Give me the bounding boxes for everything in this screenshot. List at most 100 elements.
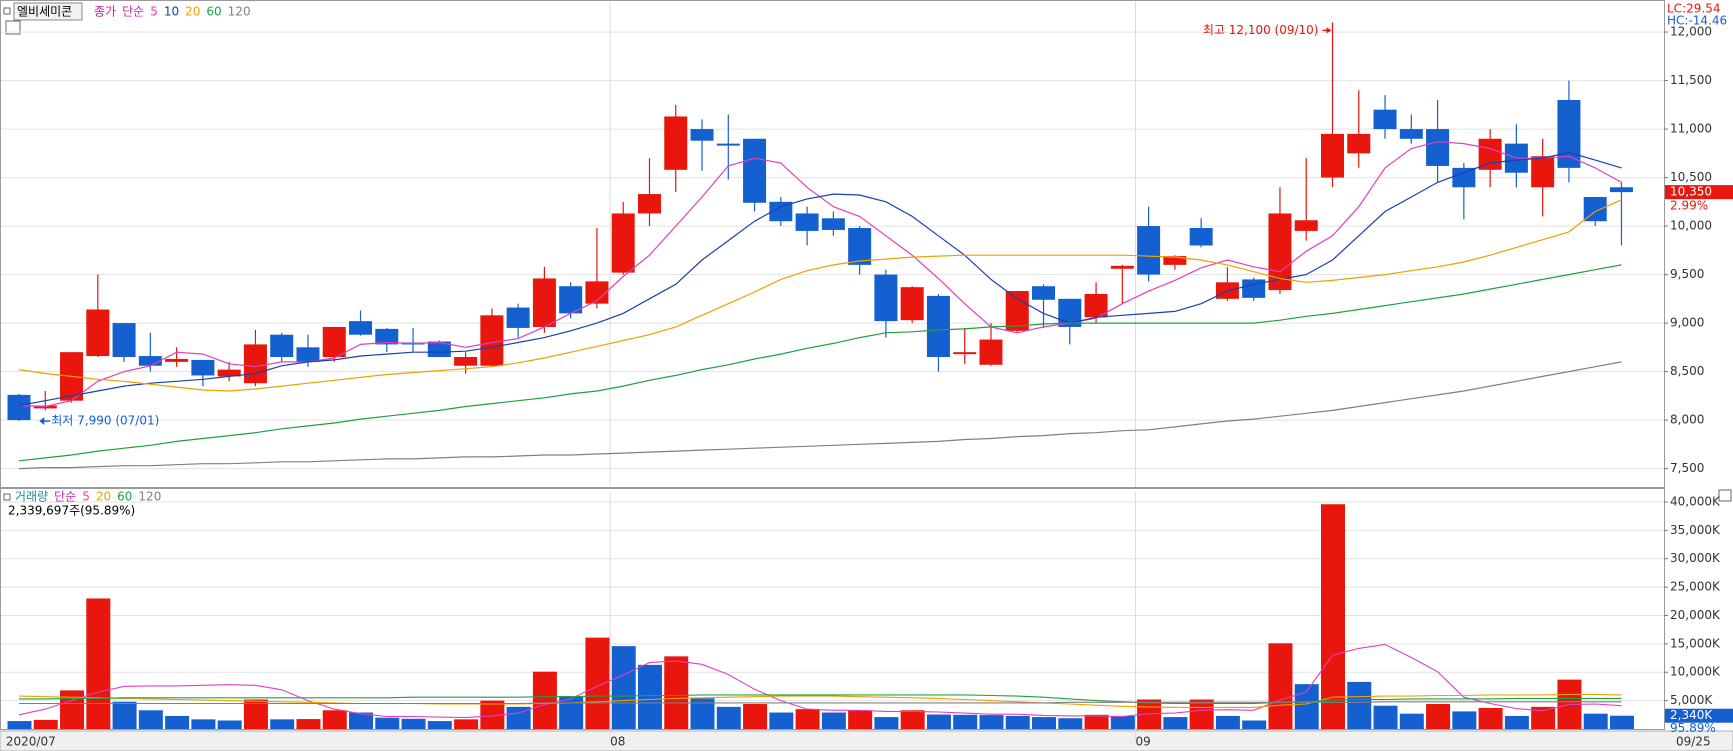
- volume-bar: [690, 698, 715, 729]
- legend-entry: 종가: [94, 5, 116, 19]
- x-end-label: 09/25: [1676, 735, 1711, 749]
- candle-body: [900, 287, 924, 321]
- candle-body: [1399, 129, 1423, 139]
- volume-bar: [559, 696, 584, 729]
- candle-body: [1557, 99, 1581, 168]
- panel-toggle-icon[interactable]: [1718, 489, 1732, 502]
- volume-bar: [375, 717, 400, 729]
- candle-body: [1163, 256, 1187, 265]
- candle-body: [979, 339, 1003, 365]
- candle-body: [243, 344, 267, 384]
- volume-bar: [33, 719, 58, 729]
- y-tick-label: 10,500: [1670, 170, 1712, 184]
- volume-bar: [769, 712, 794, 729]
- candle-body: [1478, 138, 1502, 170]
- y-tick-label: 9,500: [1670, 267, 1704, 281]
- y-tick-label: 5,000K: [1670, 693, 1713, 707]
- volume-bar: [7, 721, 32, 729]
- volume-bar: [1452, 711, 1477, 729]
- volume-bar: [112, 701, 137, 729]
- volume-bar: [1215, 715, 1240, 729]
- candle-body: [427, 341, 451, 358]
- candle-body: [1242, 279, 1266, 298]
- volume-bar: [322, 710, 347, 729]
- volume-bar: [86, 598, 111, 729]
- volume-panel-frame: [0, 488, 1665, 730]
- volume-bar: [191, 719, 216, 729]
- last-price-box: [1665, 185, 1733, 200]
- candle-body: [716, 143, 740, 146]
- legend-entry: 10: [164, 5, 179, 19]
- grid-toggle-icon[interactable]: [5, 20, 21, 35]
- volume-bar: [1163, 717, 1188, 729]
- moving-average-line: [18, 264, 1622, 462]
- volume-bar: [1426, 704, 1451, 729]
- volume-bar: [243, 699, 268, 729]
- candle-body: [1005, 291, 1029, 331]
- y-tick-label: 11,000: [1670, 122, 1712, 136]
- volume-bar: [454, 719, 479, 729]
- volume-bar: [637, 664, 662, 729]
- volume-bar: [900, 710, 925, 729]
- candle-body: [1583, 196, 1607, 222]
- y-tick-label: 11,500: [1670, 73, 1712, 87]
- change-label: 2.99%: [1670, 199, 1708, 213]
- candle-body: [1531, 156, 1555, 188]
- volume-bar: [1321, 504, 1345, 729]
- candle-body: [1609, 187, 1633, 193]
- volume-bar: [795, 709, 820, 729]
- candle-body: [532, 278, 556, 327]
- volume-bar: [138, 710, 163, 729]
- candle-body: [874, 274, 898, 322]
- candle-body: [375, 328, 399, 345]
- volume-bar: [1058, 718, 1083, 729]
- candle-body: [611, 213, 635, 273]
- volume-bar: [664, 656, 689, 729]
- volume-bar: [953, 714, 978, 729]
- x-tick-label: 08: [610, 735, 625, 749]
- volume-bar: [349, 712, 374, 729]
- moving-average-line: [18, 361, 1622, 470]
- candle-body: [1058, 298, 1082, 327]
- volume-bar: [532, 671, 557, 729]
- legend-entry: 120: [138, 490, 161, 504]
- legend-entry: 120: [228, 5, 251, 19]
- volume-bar: [217, 720, 242, 729]
- last-volume-box: [1665, 708, 1733, 723]
- x-tick-label: 09: [1135, 735, 1150, 749]
- legend-entry: 단순: [54, 490, 76, 504]
- candle-body: [821, 218, 845, 230]
- volume-bar: [1583, 713, 1608, 729]
- volume-bar: [401, 718, 426, 729]
- candle-body: [217, 369, 241, 377]
- volume-bar: [427, 721, 452, 729]
- candle-body: [743, 138, 767, 203]
- annotation-low: 최저 7,990 (07/01): [51, 414, 159, 428]
- volume-bar: [506, 706, 531, 729]
- candle-body: [138, 356, 162, 366]
- legend-entry: 5: [82, 490, 90, 504]
- candle-body: [322, 326, 346, 358]
- volume-bar: [1609, 715, 1634, 729]
- volume-bar: [821, 712, 846, 729]
- volume-average-line: [19, 701, 1622, 705]
- candle-body: [585, 281, 609, 304]
- y-tick-label: 12,000: [1670, 25, 1712, 39]
- candle-body: [1294, 220, 1318, 231]
- volume-bar: [1005, 715, 1030, 729]
- candle-body: [848, 228, 872, 265]
- candle-body: [637, 194, 661, 214]
- volume-bar: [1110, 715, 1135, 729]
- candle-body: [690, 129, 714, 141]
- hc-label: HC:-14.46: [1667, 14, 1727, 28]
- y-tick-label: 25,000K: [1670, 580, 1721, 594]
- volume-bar: [1399, 713, 1424, 729]
- legend-entry: 60: [206, 5, 221, 19]
- y-tick-label: 8,500: [1670, 364, 1704, 378]
- volume-bar: [1242, 720, 1267, 729]
- title-icon: [3, 7, 11, 15]
- volume-bar: [1032, 717, 1057, 729]
- candle-body: [1347, 133, 1371, 154]
- moving-average-line: [18, 199, 1622, 392]
